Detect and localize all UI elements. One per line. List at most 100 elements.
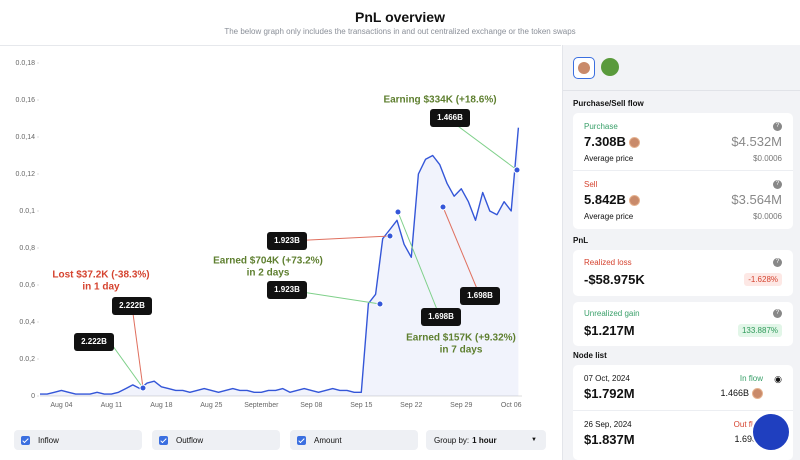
x-tick-label: Aug 04 bbox=[50, 402, 72, 409]
unrealized-card: Unrealized gain ? $1.217M 133.887% bbox=[573, 302, 793, 346]
token-tab[interactable] bbox=[601, 58, 619, 76]
checkbox-label: Outflow bbox=[176, 435, 204, 445]
node-date: 26 Sep, 2024 bbox=[584, 420, 632, 429]
amount-tag bbox=[430, 109, 470, 127]
amount-tag bbox=[460, 287, 500, 305]
checkbox[interactable] bbox=[159, 435, 168, 445]
inflow-toggle[interactable]: Inflow bbox=[14, 430, 142, 450]
unrealized-pct: 133.887% bbox=[737, 324, 782, 337]
help-icon[interactable]: ? bbox=[773, 309, 782, 318]
x-tick-label: Sep 08 bbox=[300, 402, 322, 409]
point-marker bbox=[513, 166, 521, 174]
line bbox=[40, 127, 520, 395]
node-row[interactable]: 26 Sep, 2024 Out flow $1.837M 1.698B bbox=[573, 411, 793, 460]
amount-tag bbox=[74, 333, 114, 351]
checkbox[interactable] bbox=[21, 435, 30, 445]
chart: 0 0.0,2 0.0,4 0.0,6 0.0,8 0.0,1 0.0,12 0.0,14 0.… bbox=[16, 60, 522, 409]
help-icon[interactable]: ? bbox=[773, 180, 782, 189]
amount-tag bbox=[421, 308, 461, 326]
sell-usd: $3.564M bbox=[731, 192, 782, 207]
amount-tag-text: 1.923B bbox=[274, 285, 300, 294]
unrealized-label: Unrealized gain bbox=[584, 309, 640, 318]
connector bbox=[442, 206, 481, 297]
dropdown-label: Group by: bbox=[434, 435, 470, 445]
x-tick-label: Oct 06 bbox=[501, 402, 522, 409]
connector bbox=[109, 341, 144, 389]
help-icon[interactable]: ? bbox=[773, 122, 782, 131]
annotation-subtitle: in 2 days bbox=[247, 268, 290, 279]
hide-icon[interactable]: ◉ bbox=[774, 374, 782, 384]
amount-tag bbox=[267, 232, 307, 250]
x-tick-label: Sep 22 bbox=[400, 402, 422, 409]
coin-icon bbox=[628, 195, 640, 207]
annotation-title: Earned $704K (+73.2%) bbox=[213, 256, 323, 267]
value: 1.466B bbox=[720, 388, 749, 398]
amount-tag-text: 2.222B bbox=[119, 301, 145, 310]
divider bbox=[573, 170, 793, 171]
group-by-dropdown[interactable]: Group by: 1 hour ▼ bbox=[426, 430, 546, 450]
avg-price: $0.0006 bbox=[753, 154, 782, 163]
realized-value: -$58.975K bbox=[584, 272, 645, 287]
token-icon bbox=[578, 62, 590, 74]
help-bot-button[interactable] bbox=[751, 412, 791, 452]
area bbox=[40, 127, 519, 396]
amount-tag-text: 1.698B bbox=[467, 291, 493, 300]
y-tick-label: 0.0,16 bbox=[16, 97, 36, 104]
avg-price: $0.0006 bbox=[753, 212, 782, 221]
amount-tag-text: 1.923B bbox=[274, 236, 300, 245]
y-tick-label: 0.0,14 bbox=[16, 134, 36, 141]
y-tick-label: 0.0,6 bbox=[19, 282, 35, 289]
coin-icon bbox=[752, 388, 763, 400]
divider bbox=[573, 410, 793, 411]
point-marker bbox=[394, 208, 402, 216]
node-row[interactable]: 07 Oct, 2024 In flow ◉ $1.792M 1.466B bbox=[573, 365, 793, 410]
point-marker bbox=[439, 203, 447, 211]
y-tick-label: 0 bbox=[31, 393, 35, 400]
sell-amount: 5.842B bbox=[584, 192, 640, 207]
connector bbox=[397, 211, 441, 318]
point-marker bbox=[376, 300, 384, 308]
amount-toggle[interactable]: Amount bbox=[290, 430, 418, 450]
page-title: PnL overview bbox=[354, 9, 445, 25]
outflow-toggle[interactable]: Outflow bbox=[152, 430, 280, 450]
node-amount: 1.698B bbox=[734, 434, 763, 444]
connector bbox=[131, 305, 144, 389]
node-type: In flow bbox=[739, 374, 763, 383]
purchase-amount: 7.308B bbox=[584, 134, 640, 149]
node-amount: 1.466B bbox=[720, 388, 763, 400]
amount-tag-text: 2.222B bbox=[81, 337, 107, 346]
divider bbox=[563, 90, 800, 91]
divider bbox=[0, 45, 561, 46]
amount-tag-text: 1.698B bbox=[428, 312, 454, 321]
dropdown-caret: ▼ bbox=[531, 437, 537, 443]
section-heading: PnL bbox=[573, 236, 589, 245]
checkbox[interactable] bbox=[297, 435, 306, 445]
y-tick-label: 0.0,8 bbox=[19, 245, 35, 252]
sidebar: Purchase/Sell flow Purchase ? 7.308B $4.… bbox=[562, 45, 800, 460]
x-tick-label: Sep 29 bbox=[450, 402, 472, 409]
x-tick-label: Aug 18 bbox=[150, 402, 172, 409]
node-usd: $1.837M bbox=[584, 432, 635, 447]
help-icon[interactable]: ? bbox=[773, 258, 782, 267]
value: 5.842B bbox=[584, 192, 626, 207]
checkbox-label: Inflow bbox=[38, 435, 59, 445]
realized-card: Realized loss ? -$58.975K -1.628% bbox=[573, 250, 793, 296]
avg-label: Average price bbox=[584, 212, 634, 221]
flow-card: Purchase ? 7.308B $4.532M Average price … bbox=[573, 113, 793, 229]
amount-tag-text: 1.466B bbox=[437, 113, 463, 122]
realized-pct: -1.628% bbox=[744, 273, 782, 286]
avg-label: Average price bbox=[584, 154, 634, 163]
annotations: 2.222B 2.222B 1.923B 1.923B 1.698B 1.698… bbox=[52, 95, 521, 392]
coin-icon bbox=[628, 137, 640, 149]
dropdown-value: 1 hour bbox=[472, 435, 497, 445]
x-tick-label: September bbox=[244, 402, 279, 409]
y-tick-label: 0.0,4 bbox=[19, 319, 35, 326]
section-heading: Purchase/Sell flow bbox=[573, 99, 644, 108]
x-tick-label: Aug 25 bbox=[200, 402, 222, 409]
token-tab[interactable] bbox=[573, 57, 595, 79]
annotation-subtitle: in 1 day bbox=[82, 282, 120, 293]
amount-tag bbox=[112, 297, 152, 315]
y-tick-label: 0.0,2 bbox=[19, 356, 35, 363]
unrealized-value: $1.217M bbox=[584, 323, 635, 338]
